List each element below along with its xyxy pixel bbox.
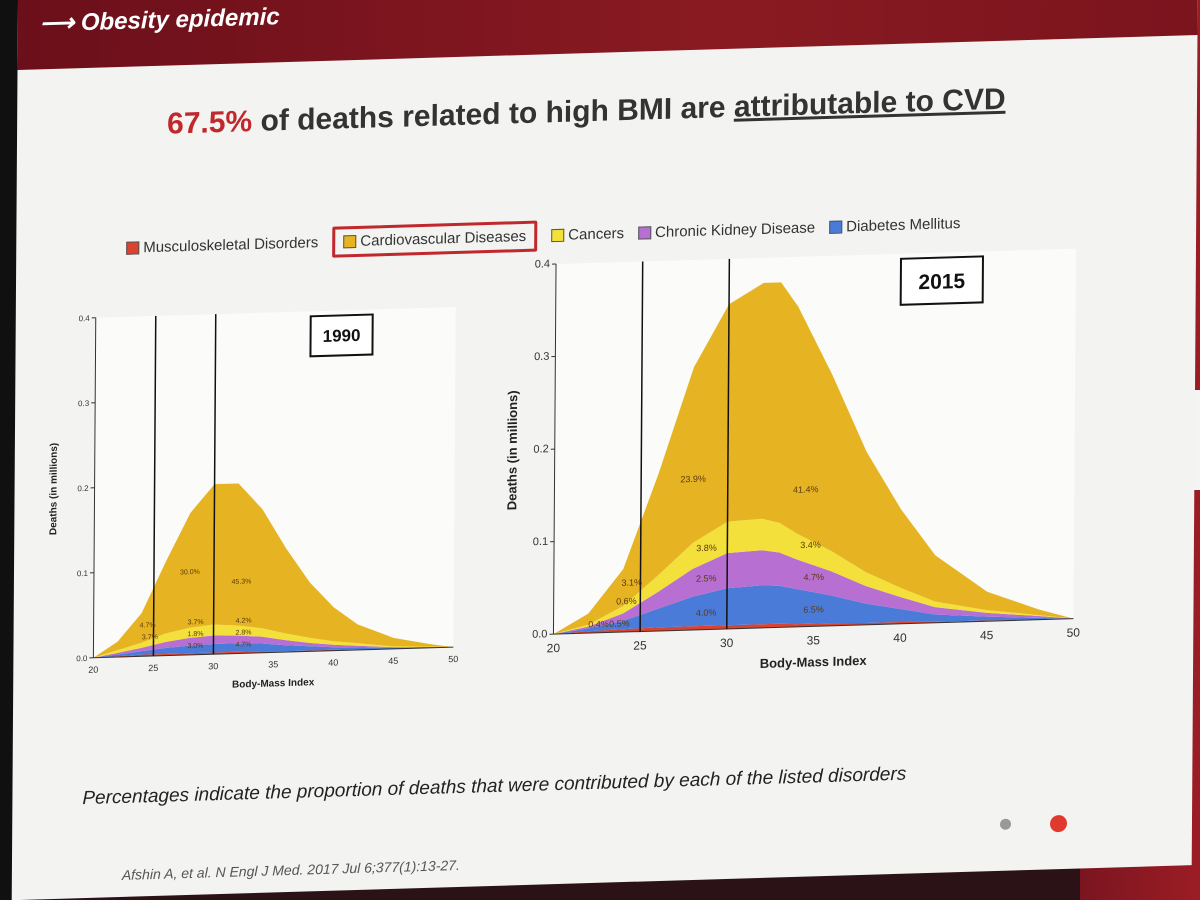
headline-underlined-text: attributable to CVD bbox=[733, 82, 1006, 124]
percentage-annotation: 3.0% bbox=[187, 643, 203, 650]
area-chronic-kidney-disease bbox=[553, 550, 1074, 635]
y-tick-label: 0.0 bbox=[532, 628, 547, 640]
y-axis-label: Deaths (in millions) bbox=[48, 443, 60, 536]
percentage-annotation: 1.8% bbox=[188, 631, 204, 638]
percentage-annotation: 4.2% bbox=[236, 617, 252, 624]
area-diabetes-mellitus bbox=[553, 585, 1074, 635]
percentage-annotation: 23.9% bbox=[680, 474, 706, 485]
x-tick-label: 25 bbox=[633, 638, 647, 652]
x-tick-label: 35 bbox=[807, 633, 821, 647]
percentage-annotation: 3.8% bbox=[696, 543, 717, 554]
x-tick-label: 35 bbox=[268, 659, 278, 669]
y-tick-label: 0.2 bbox=[533, 443, 548, 455]
x-tick-label: 40 bbox=[893, 631, 907, 645]
x-tick-label: 20 bbox=[547, 641, 561, 655]
legend-swatch bbox=[126, 241, 140, 255]
slide-headline: 67.5% of deaths related to high BMI are … bbox=[167, 83, 1006, 142]
x-tick-label: 50 bbox=[448, 654, 458, 664]
percentage-annotation: 45.3% bbox=[232, 578, 252, 586]
percentage-annotation: 4.0% bbox=[696, 607, 717, 618]
y-tick-label: 0.4 bbox=[79, 314, 91, 323]
x-tick-label: 45 bbox=[980, 628, 994, 642]
legend-label: Musculoskeletal Disorders bbox=[143, 234, 319, 257]
area-cardiovascular-diseases bbox=[553, 282, 1074, 635]
y-tick-label: 0.0 bbox=[76, 654, 88, 663]
percentage-annotation: 3.1% bbox=[622, 577, 643, 588]
y-tick-label: 0.1 bbox=[533, 536, 548, 548]
legend-item-musculoskeletal-disorders: Musculoskeletal Disorders bbox=[126, 234, 318, 257]
year-box bbox=[309, 313, 374, 358]
chart-2015: 20 25 30 35 40 45 50 0.0 0.1 0.2 0.3 0.4 Body-Mass I… bbox=[504, 248, 1081, 671]
x-axis-label: Body-Mass Index bbox=[232, 677, 315, 690]
x-tick-label: 45 bbox=[388, 656, 398, 666]
slide-footnote: Percentages indicate the proportion of d… bbox=[82, 763, 907, 810]
slide-header-title: ⟶ Obesity epidemic bbox=[39, 3, 280, 38]
x-axis-label: Body-Mass Index bbox=[760, 653, 868, 671]
percentage-annotation: 0.6% bbox=[616, 596, 637, 607]
percentage-annotation: 3.4% bbox=[800, 540, 821, 551]
presentation-slide: ⟶ Obesity epidemic 67.5% of deaths relat… bbox=[11, 0, 1198, 900]
area-cancers bbox=[93, 624, 454, 658]
percentage-annotation: 4.7% bbox=[140, 622, 156, 629]
x-tick-label: 30 bbox=[720, 636, 734, 650]
headline-text: of deaths related to high BMI are bbox=[252, 90, 735, 139]
year-box bbox=[899, 255, 984, 306]
slide-citation: Afshin A, et al. N Engl J Med. 2017 Jul … bbox=[121, 856, 460, 883]
area-chronic-kidney-disease bbox=[93, 635, 454, 658]
reference-line-bmi-30 bbox=[726, 258, 731, 629]
chart-year-title: 1990 bbox=[323, 326, 361, 346]
x-tick-label: 50 bbox=[1067, 625, 1081, 639]
reference-line-bmi-30 bbox=[212, 314, 217, 655]
slide-header: ⟶ Obesity epidemic bbox=[17, 0, 1198, 71]
percentage-annotation: 0.5% bbox=[609, 618, 630, 629]
percentage-annotation: 0.4% bbox=[588, 619, 609, 630]
percentage-annotation: 30.0% bbox=[180, 569, 200, 577]
y-tick-label: 0.3 bbox=[78, 399, 90, 408]
chart-1990: 20 25 30 35 40 45 50 0.0 0.1 0.2 0.3 0.4 Body-Mass I… bbox=[48, 307, 458, 691]
percentage-annotation: 6.5% bbox=[803, 604, 824, 615]
area-cancers bbox=[553, 518, 1074, 635]
x-tick-label: 20 bbox=[88, 665, 98, 675]
slide-nav-dot-active[interactable] bbox=[1049, 814, 1068, 833]
y-tick-label: 0.4 bbox=[535, 258, 550, 270]
reference-line-bmi-25 bbox=[152, 315, 157, 657]
percentage-annotation: 4.7% bbox=[235, 641, 251, 648]
x-tick-label: 25 bbox=[148, 663, 158, 673]
x-tick-label: 30 bbox=[208, 661, 218, 671]
percentage-annotation: 2.5% bbox=[696, 573, 717, 584]
slide-nav-dot-inactive[interactable] bbox=[999, 818, 1012, 830]
area-diabetes-mellitus bbox=[93, 643, 454, 658]
percentage-annotation: 4.7% bbox=[803, 572, 824, 583]
y-axis-label: Deaths (in millions) bbox=[504, 390, 520, 510]
legend-swatch bbox=[343, 234, 357, 249]
y-tick-label: 0.3 bbox=[534, 351, 549, 363]
chart-year-title: 2015 bbox=[918, 270, 965, 294]
headline-percentage: 67.5% bbox=[166, 105, 253, 141]
percentage-annotation: 41.4% bbox=[793, 484, 819, 495]
percentage-annotation: 3.7% bbox=[142, 634, 158, 641]
y-tick-label: 0.2 bbox=[77, 484, 89, 493]
percentage-annotation: 3.7% bbox=[188, 619, 204, 626]
y-tick-label: 0.1 bbox=[77, 569, 89, 578]
x-tick-label: 40 bbox=[328, 658, 338, 668]
percentage-annotation: 2.8% bbox=[236, 629, 252, 636]
reference-line-bmi-25 bbox=[639, 261, 644, 632]
area-cardiovascular-diseases bbox=[93, 483, 454, 658]
